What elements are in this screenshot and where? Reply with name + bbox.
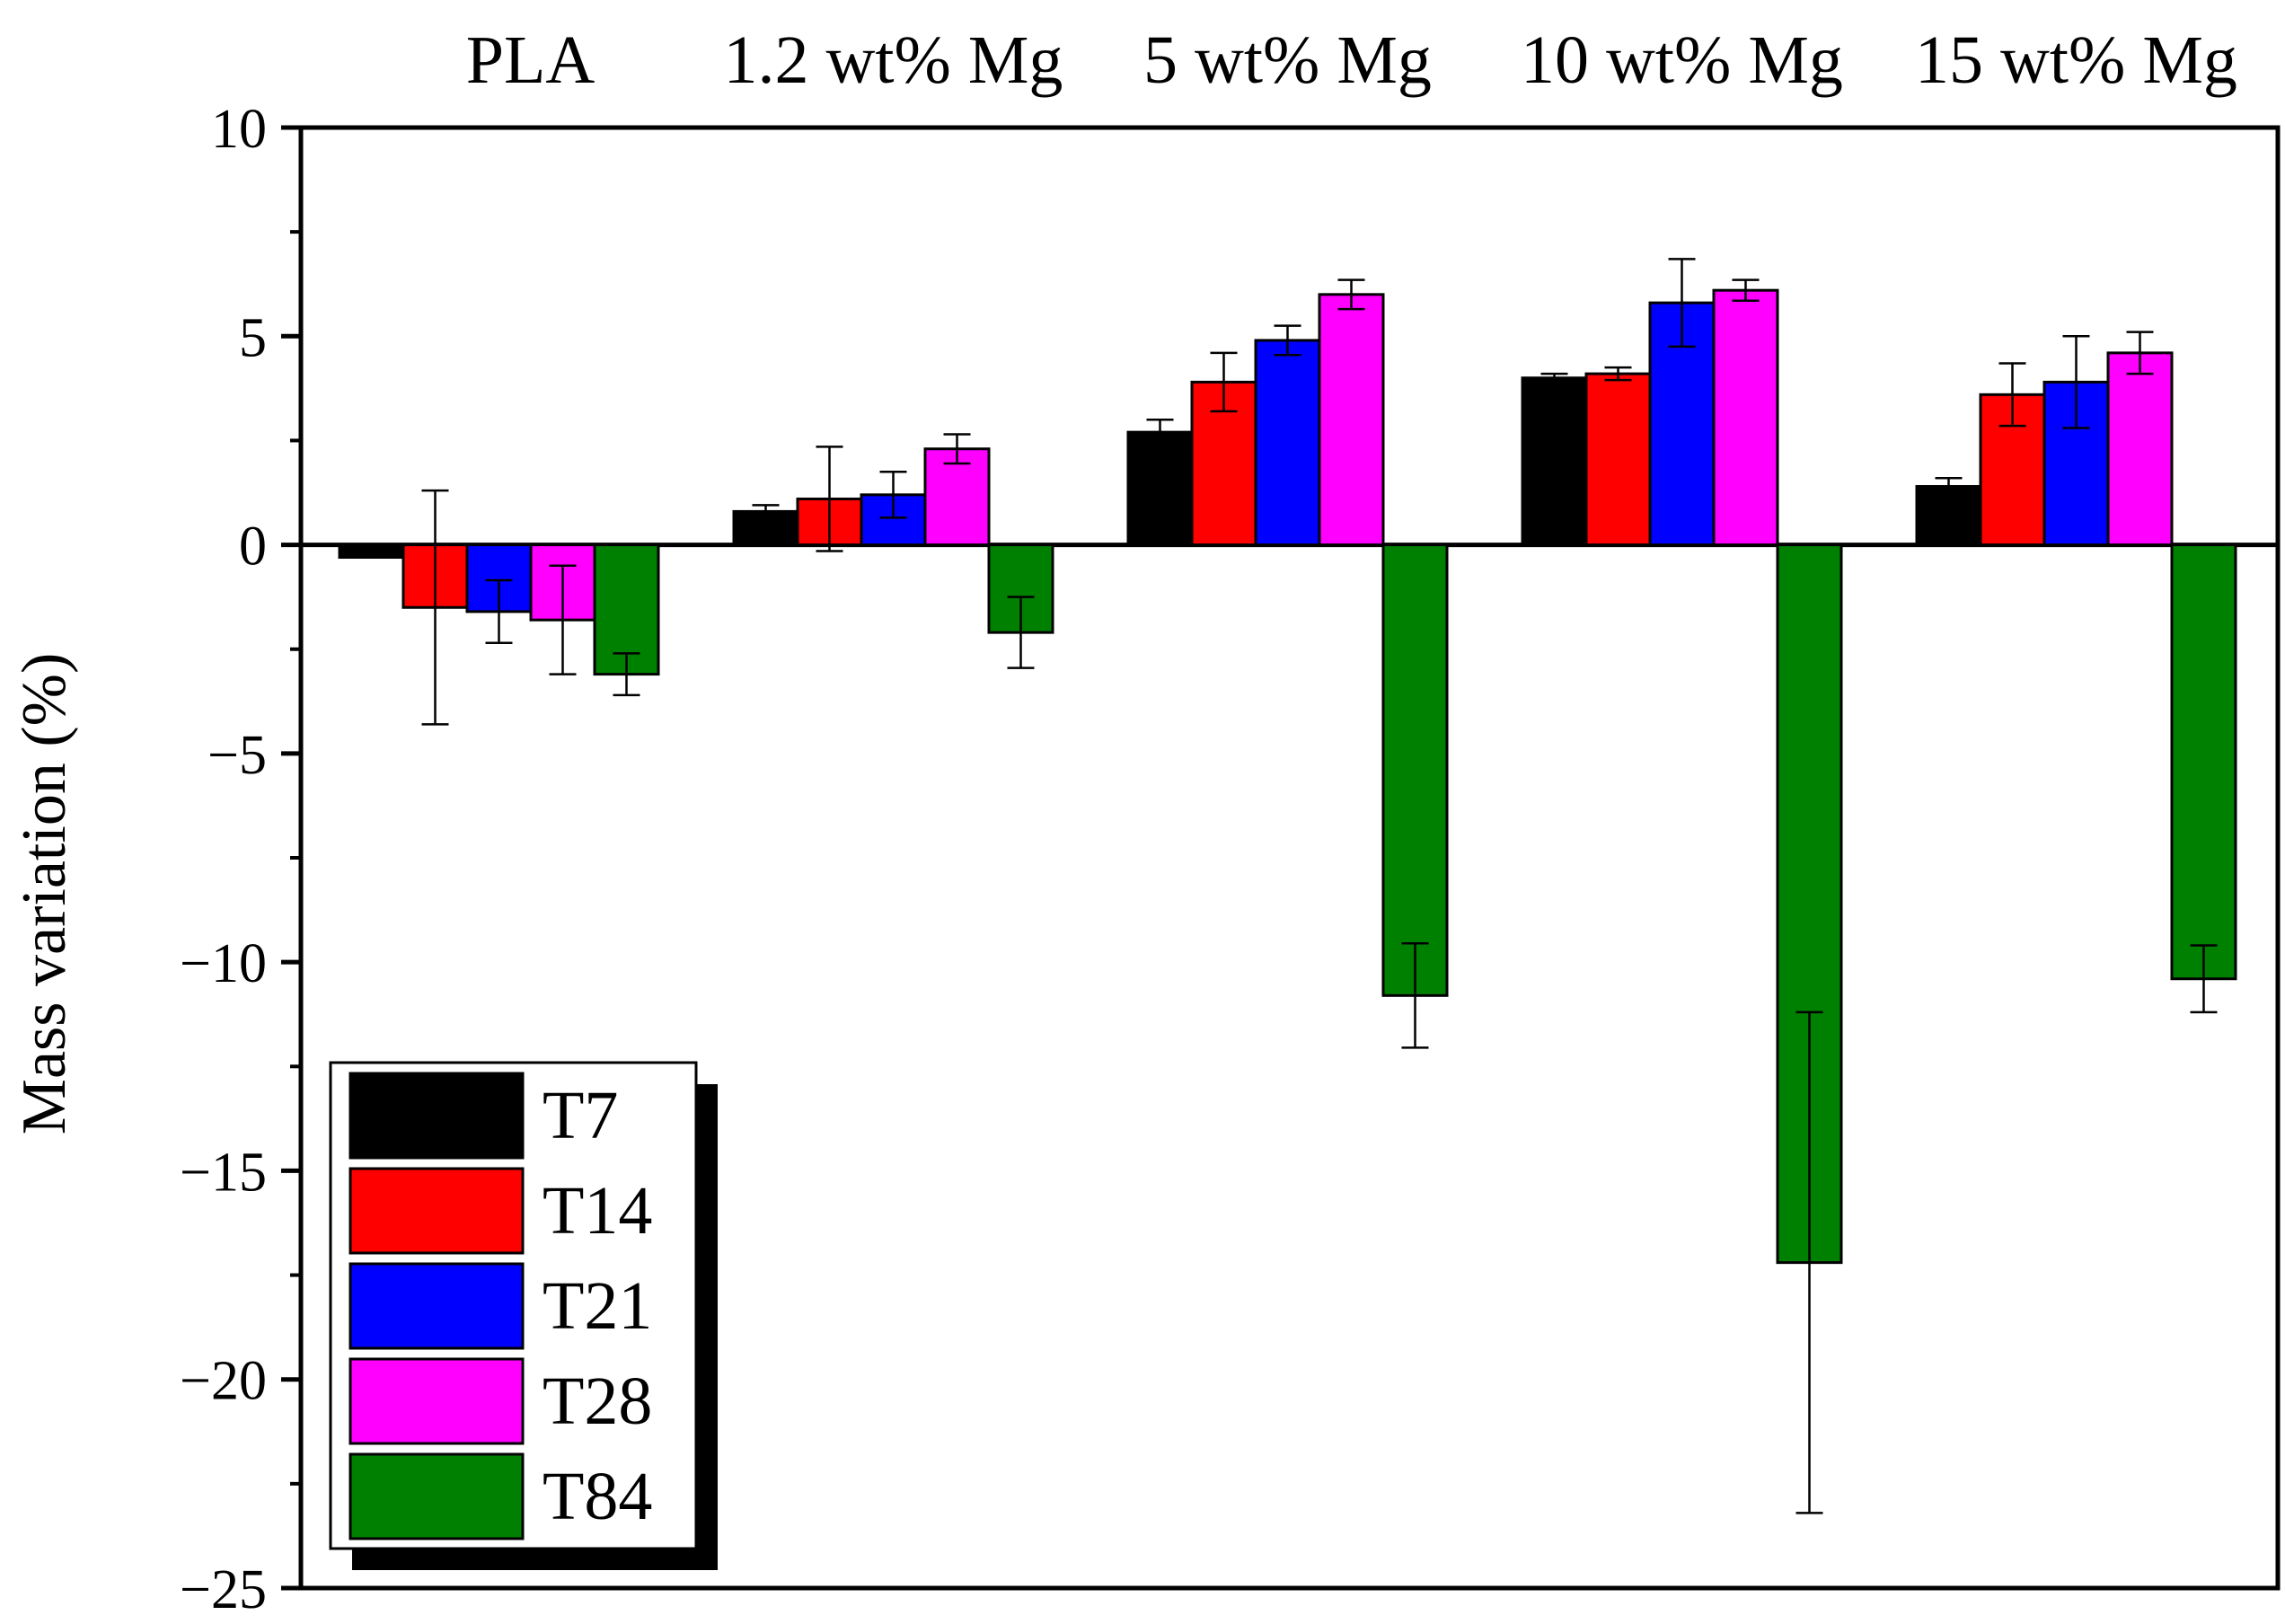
legend-label-t7: T7 [543,1078,618,1153]
error-bar-t7-4 [1935,476,1963,497]
legend-label-t14: T14 [543,1173,652,1249]
bar-t28-3 [1712,288,1779,547]
y-tick-label: −25 [180,1559,267,1620]
y-tick-label: 10 [211,99,267,160]
error-bar-t14-0 [421,489,449,726]
error-bar-t14-3 [1604,366,1632,382]
y-axis: 10 5 0 −5 −10 −15 −20 −25 [180,99,301,1620]
legend-swatch-t28 [348,1357,525,1445]
bar-t28-2 [1318,293,1385,547]
y-tick-label: −20 [180,1351,267,1412]
error-bars-layer [421,258,2218,1514]
legend-swatch-t14 [348,1167,525,1255]
error-bar-t84-1 [1007,596,1035,669]
y-tick-label: −5 [207,725,267,786]
error-bar-t14-1 [816,446,843,552]
y-tick-label: 5 [239,307,267,368]
error-bar-t84-2 [1401,941,1429,1049]
error-bar-t21-2 [1274,324,1301,357]
category-label: 10 wt% Mg [1521,22,1843,98]
error-bar-t84-3 [1795,1011,1823,1514]
bar-t14-3 [1584,372,1652,547]
bar-t7-2 [1126,430,1194,547]
legend-swatch-t7 [348,1072,525,1160]
error-bar-t28-4 [2126,331,2154,375]
legend: T7 T14 T21 T28 T84 [329,1061,718,1570]
error-bar-t7-1 [752,504,780,519]
bar-t84-4 [2170,543,2237,981]
error-bar-t28-2 [1337,278,1365,311]
bar-t28-1 [923,447,991,547]
error-bar-t84-0 [613,652,640,697]
y-tick-label: 0 [239,516,267,578]
legend-label-t84: T84 [543,1459,652,1534]
error-bar-t21-3 [1668,258,1696,349]
error-bar-t21-1 [879,471,907,519]
legend-label-t21: T21 [543,1268,652,1344]
error-bar-t28-1 [943,433,971,465]
error-bar-t28-3 [1732,278,1760,303]
legend-swatch-t21 [348,1262,525,1350]
bar-t21-2 [1254,339,1321,547]
y-tick-label: −10 [180,933,267,994]
error-bar-t28-0 [549,564,577,675]
error-bar-t84-4 [2190,944,2218,1014]
category-labels: PLA 1.2 wt% Mg 5 wt% Mg 10 wt% Mg 15 wt% Mg [466,22,2237,98]
bar-t7-0 [338,543,405,560]
category-label: 15 wt% Mg [1915,22,2237,98]
legend-label-t28: T28 [543,1364,652,1439]
y-axis-label: Mass variation (%) [10,653,79,1135]
category-label: 1.2 wt% Mg [724,22,1063,98]
error-bar-t7-3 [1540,372,1568,384]
category-label: PLA [466,22,596,98]
error-bar-t21-4 [2062,335,2090,429]
bar-t28-4 [2106,351,2174,547]
legend-swatch-t84 [348,1452,525,1540]
error-bar-t14-2 [1210,351,1238,413]
bar-t7-3 [1521,376,1588,547]
y-tick-label: −15 [180,1142,267,1203]
error-bar-t7-2 [1146,418,1174,446]
bar-t84-2 [1381,543,1449,997]
error-bar-t14-4 [1998,362,2026,428]
category-label: 5 wt% Mg [1143,22,1432,98]
error-bar-t21-0 [485,578,513,644]
